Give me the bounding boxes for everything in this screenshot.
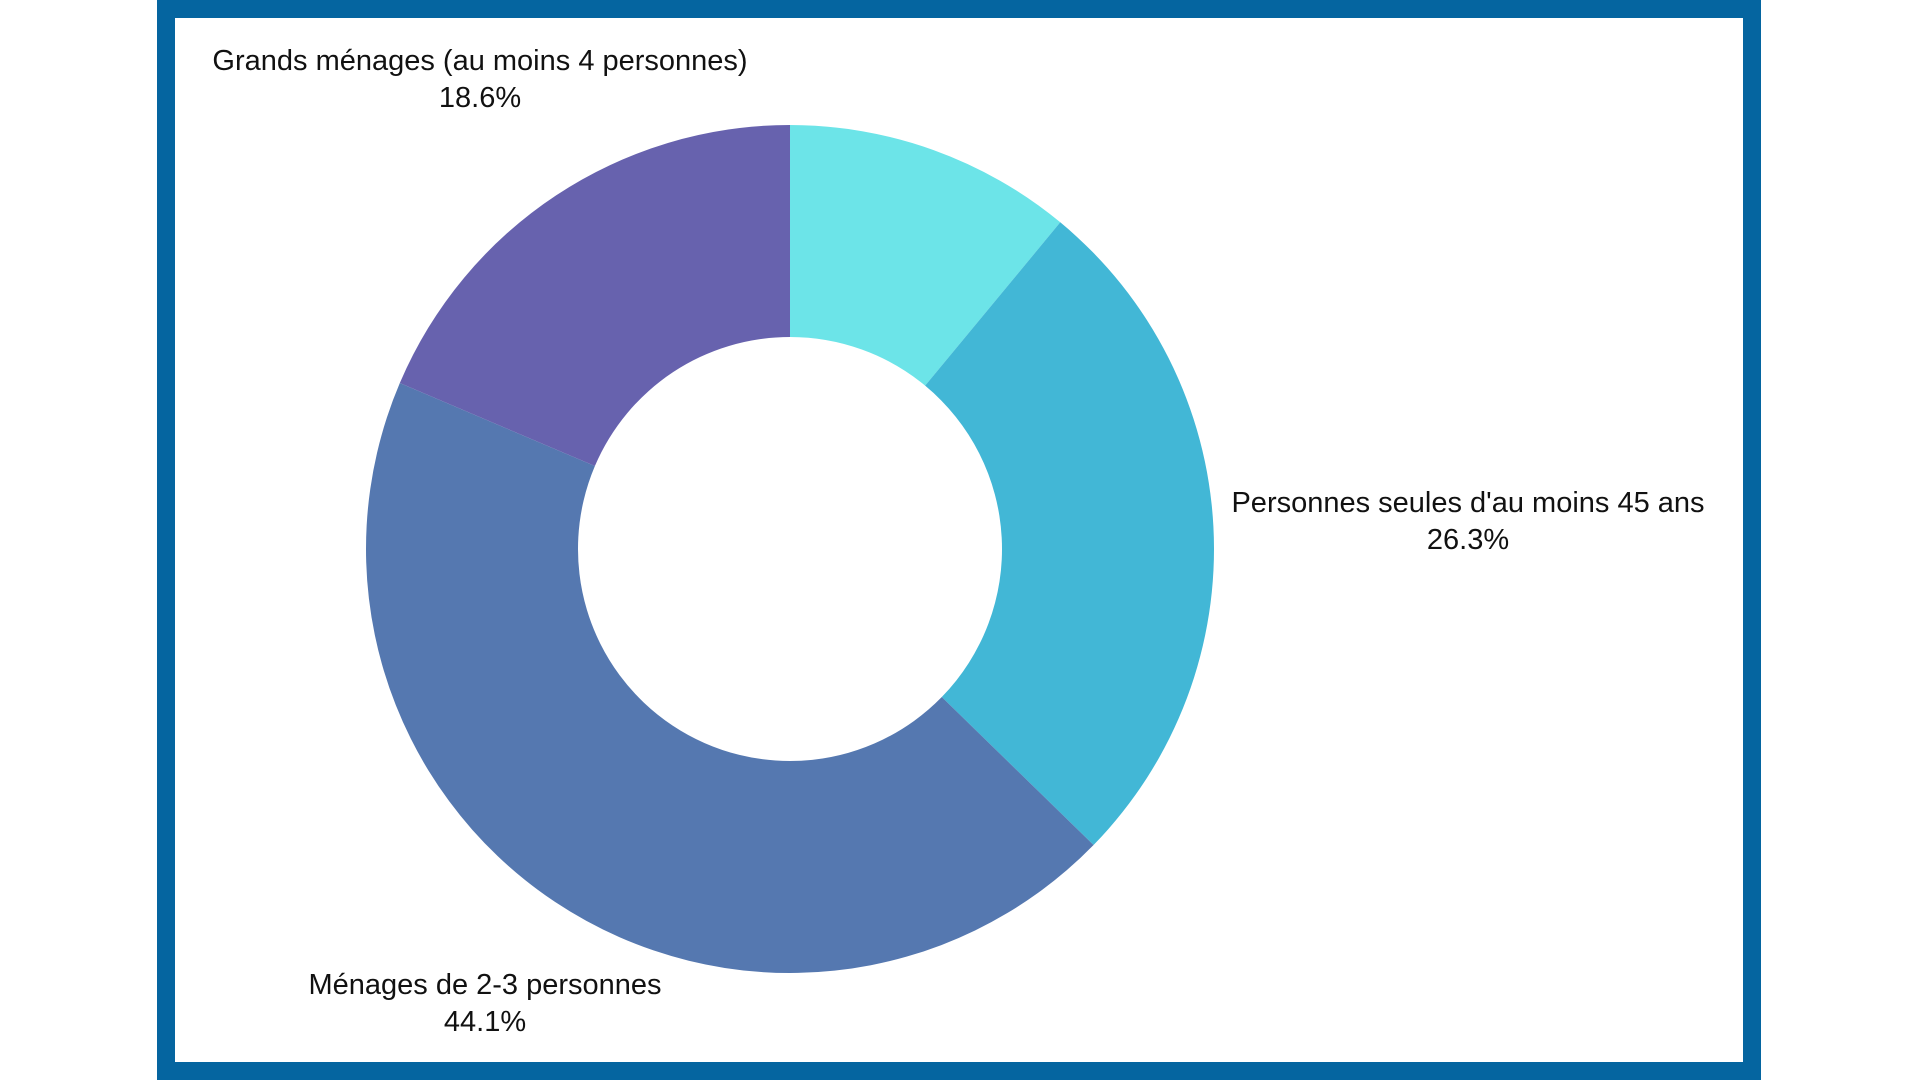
slice-label-name: Grands ménages (au moins 4 personnes): [212, 45, 748, 77]
slice-label-name: Ménages de 2-3 personnes: [308, 969, 662, 1001]
donut-slice-3: [399, 124, 790, 467]
donut-slice-2: [366, 383, 1094, 974]
slice-label-personnes-seules: Personnes seules d'au moins 45 ans 26.3%: [1231, 485, 1704, 559]
slice-label-name: Personnes seules d'au moins 45 ans: [1231, 487, 1705, 519]
slice-label-value: 44.1%: [443, 1006, 527, 1038]
slice-label-grands-menages: Grands ménages (au moins 4 personnes) 18…: [212, 43, 747, 117]
slice-label-menages-2-3: Ménages de 2-3 personnes 44.1%: [308, 967, 661, 1041]
donut-slice-0: [790, 125, 1061, 386]
slice-label-value: 26.3%: [1426, 524, 1510, 556]
slice-label-value: 18.6%: [438, 82, 522, 114]
donut-slice-1: [925, 222, 1215, 846]
